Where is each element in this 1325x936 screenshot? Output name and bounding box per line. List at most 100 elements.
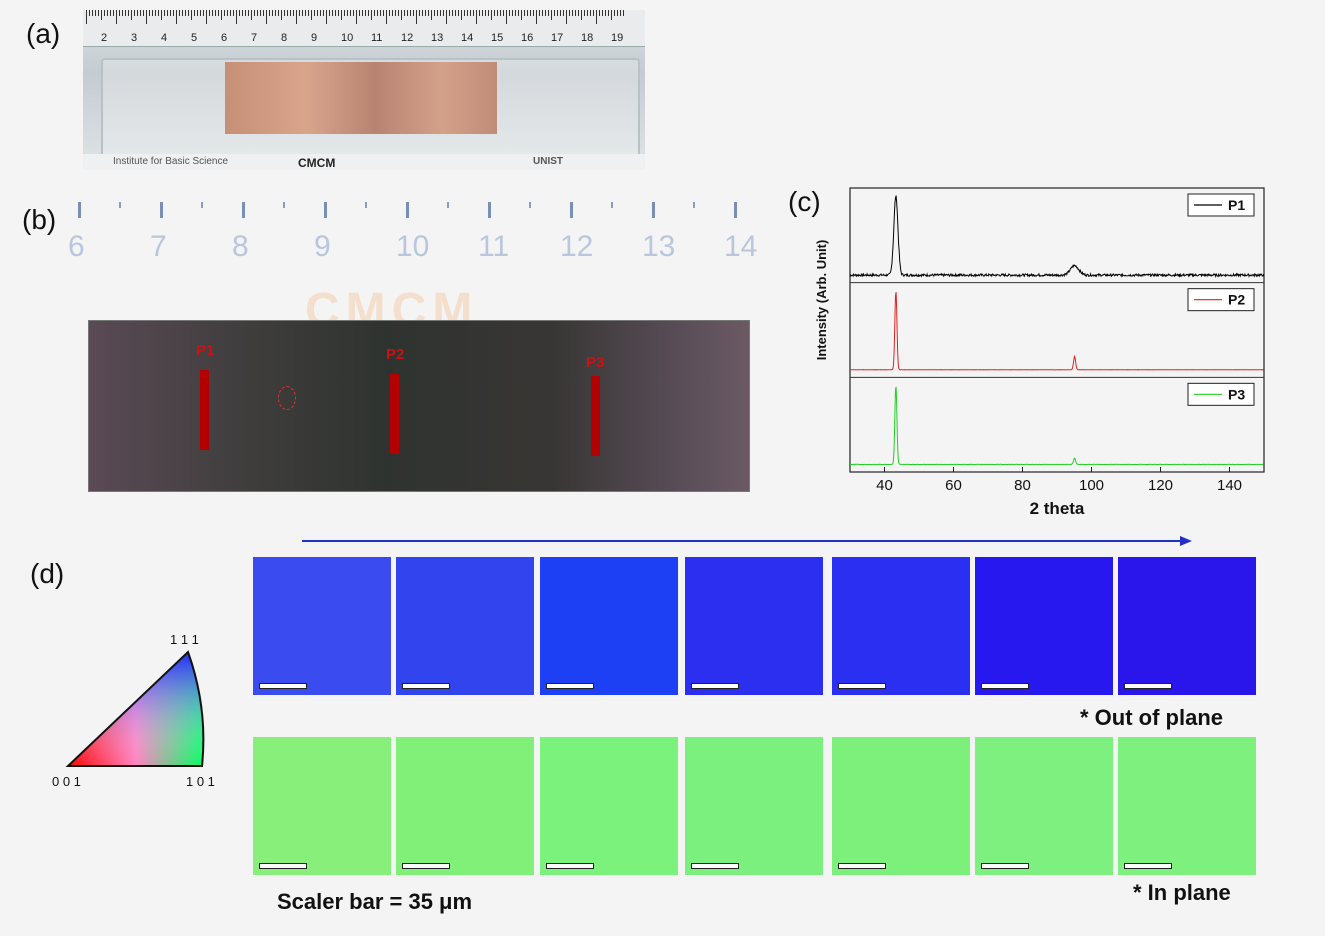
ruler-a-tick: [215, 10, 216, 16]
ruler-a-tick: [509, 10, 510, 16]
ruler-a-tick: [383, 10, 384, 16]
ruler-a-tick: [398, 10, 399, 16]
ruler-a-tick: [260, 10, 261, 16]
ruler-a-tick: [92, 10, 93, 16]
ruler-a-tick: [272, 10, 273, 16]
ruler-a-number: 6: [221, 32, 228, 44]
ruler-a-tick: [599, 10, 600, 16]
ruler-a-tick: [452, 10, 453, 16]
ruler-a-tick: [461, 10, 462, 20]
ruler-a-tick: [458, 10, 459, 16]
footer-cmcm: CMCM: [298, 156, 336, 170]
xrd-chart: P1 P2 P3 40 60 80 100 120 140 2 theta Intensity (A…: [814, 187, 1265, 518]
ruler-a-tick: [512, 10, 513, 16]
ruler-a-tick: [563, 10, 564, 16]
ruler-a-tick: [446, 10, 447, 24]
ruler-a-tick: [611, 10, 612, 20]
ruler-a-tick: [497, 10, 498, 16]
ruler-a-tick: [539, 10, 540, 16]
ruler-a-tick: [470, 10, 471, 16]
ruler-a-tick: [131, 10, 132, 20]
ruler-a-tick: [308, 10, 309, 16]
ruler-a-tick: [323, 10, 324, 16]
scale-bar: [1124, 863, 1172, 869]
ruler-a-tick: [389, 10, 390, 16]
ruler-a-tick: [284, 10, 285, 16]
ruler-a-tick: [239, 10, 240, 16]
ruler-a-tick: [221, 10, 222, 20]
ruler-a-tick: [293, 10, 294, 16]
ipf-label-111: 1 1 1: [170, 632, 199, 647]
ruler-a-tick: [311, 10, 312, 20]
ruler-b-number: 7: [150, 230, 167, 263]
ruler-a-tick: [155, 10, 156, 16]
ruler-a-tick: [608, 10, 609, 16]
footer-ibs: Institute for Basic Science: [113, 156, 229, 167]
ruler-a-number: 13: [431, 32, 444, 44]
ruler-a-tick: [287, 10, 288, 16]
ruler-a: 2 3 4 5 6 7 8 9 10 11 12 13 14 15 16 17 18 19: [83, 10, 645, 47]
out-of-plane-caption: * Out of plane: [1080, 705, 1223, 730]
ruler-b-tick: [488, 202, 491, 218]
ruler-a-tick: [170, 10, 171, 16]
ruler-a-tick: [101, 10, 102, 20]
ruler-a-tick: [140, 10, 141, 16]
ruler-a-tick: [455, 10, 456, 16]
ruler-a-tick: [326, 10, 327, 24]
out-of-plane-map: [1118, 557, 1256, 695]
ruler-a-tick: [467, 10, 468, 16]
ruler-a-tick: [218, 10, 219, 16]
ruler-a-tick: [227, 10, 228, 16]
probe-bar-p2: [390, 374, 399, 454]
ruler-a-tick: [122, 10, 123, 16]
out-of-plane-map: [396, 557, 534, 695]
ruler-a-tick: [365, 10, 366, 16]
ruler-a-tick: [251, 10, 252, 20]
ruler-a-tick: [314, 10, 315, 16]
ruler-a-tick: [278, 10, 279, 16]
ruler-a-number: 5: [191, 32, 198, 44]
ruler-a-tick: [554, 10, 555, 16]
x-tick-label: 60: [945, 477, 962, 494]
ruler-a-tick: [359, 10, 360, 16]
out-of-plane-map: [685, 557, 823, 695]
ruler-a-tick: [413, 10, 414, 16]
ruler-b-minor-tick: [283, 202, 285, 208]
ruler-a-tick: [494, 10, 495, 16]
ruler-a-tick: [338, 10, 339, 16]
ruler-a-tick: [371, 10, 372, 20]
ruler-a-tick: [368, 10, 369, 16]
ruler-a-tick: [572, 10, 573, 16]
ruler-a-tick: [380, 10, 381, 16]
ruler-a-tick: [353, 10, 354, 16]
ruler-a-tick: [575, 10, 576, 16]
ruler-a-tick: [224, 10, 225, 16]
ruler-a-tick: [536, 10, 537, 24]
ruler-a-tick: [521, 10, 522, 20]
series-line-p1: [849, 195, 1264, 279]
legend-label-p2: P2: [1228, 292, 1245, 308]
ruler-b-tick: [406, 202, 409, 218]
ruler-a-tick: [212, 10, 213, 16]
ruler-a-tick: [488, 10, 489, 16]
ruler-a-tick: [203, 10, 204, 16]
ruler-a-tick: [581, 10, 582, 20]
scale-bar: [838, 683, 886, 689]
ruler-a-number: 9: [311, 32, 318, 44]
scale-bar: [981, 863, 1029, 869]
probe-label-p1: P1: [196, 342, 215, 359]
ruler-b-tick: [734, 202, 737, 218]
out-of-plane-map: [540, 557, 678, 695]
in-plane-map: [832, 737, 970, 875]
ruler-a-tick: [614, 10, 615, 16]
ruler-a-tick: [104, 10, 105, 16]
ruler-a-number: 3: [131, 32, 138, 44]
ruler-a-tick: [191, 10, 192, 20]
ruler-a-tick: [119, 10, 120, 16]
scale-bar: [1124, 683, 1172, 689]
panel-b-label: (b): [22, 204, 57, 235]
y-axis-label: Intensity (Arb. Unit): [814, 240, 829, 361]
ruler-a-tick: [152, 10, 153, 16]
probe-bar-p3: [591, 376, 600, 456]
ruler-a-tick: [299, 10, 300, 16]
